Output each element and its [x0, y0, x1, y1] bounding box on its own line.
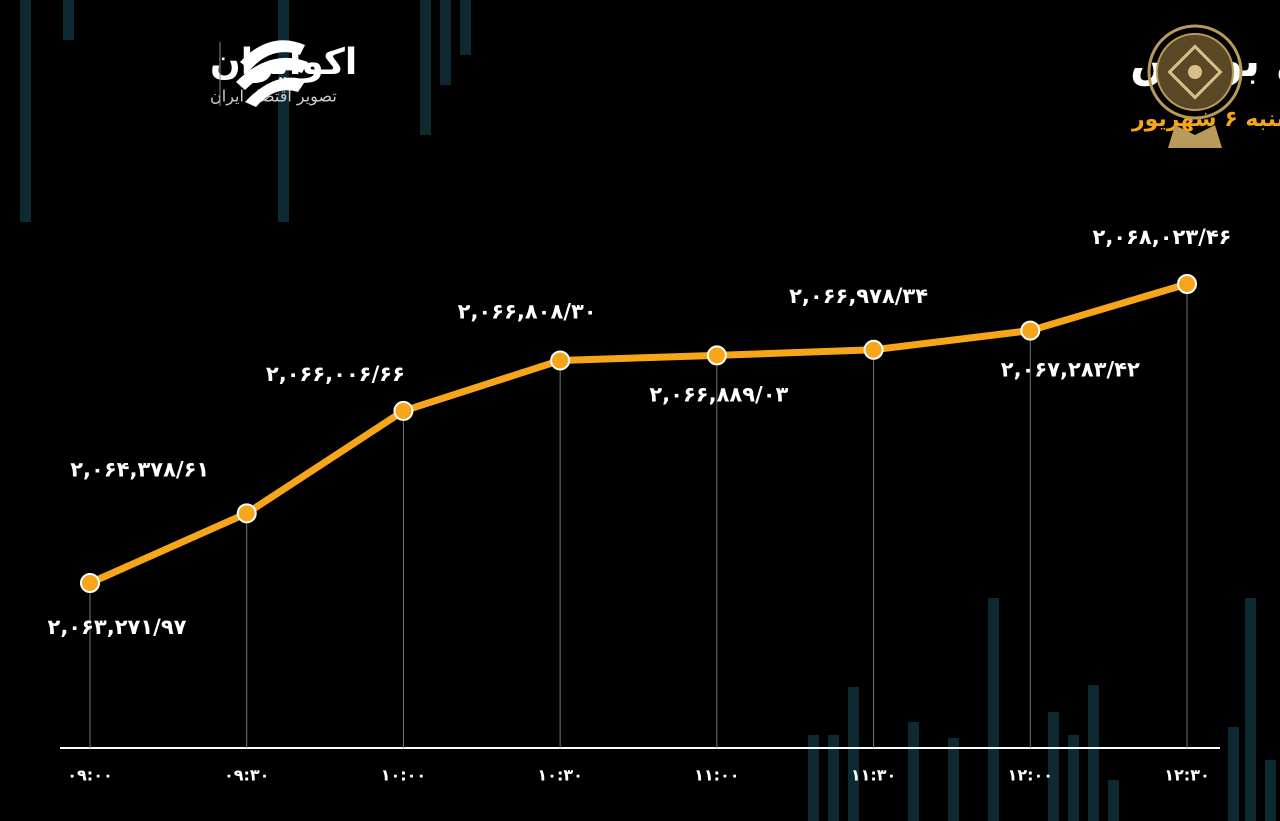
- value-label: ۲,۰۶۶,۸۸۹/۰۳: [649, 382, 788, 406]
- value-label: ۲,۰۶۳,۲۷۱/۹۷: [48, 615, 187, 639]
- point: [1020, 320, 1041, 341]
- value-label: ۲,۰۶۸,۰۲۳/۴۶: [1093, 225, 1232, 249]
- point: [80, 573, 100, 593]
- x-tick-label: ۰۹:۳۰: [224, 766, 269, 785]
- point: [550, 350, 571, 371]
- x-tick-label: ۱۲:۰۰: [1008, 766, 1053, 785]
- x-tick-label: ۰۹:۰۰: [67, 766, 112, 785]
- x-tick-label: ۱۲:۳۰: [1164, 766, 1209, 785]
- point: [236, 503, 257, 524]
- exchange-logo: [1147, 24, 1243, 148]
- point: [393, 400, 414, 421]
- value-label: ۲,۰۶۴,۳۷۸/۶۱: [70, 457, 209, 481]
- x-tick-label: ۱۰:۰۰: [381, 766, 426, 785]
- chart-subtitle: سه شنبه ۶ شهریور: [1131, 107, 1280, 132]
- brand-logo: [236, 40, 308, 107]
- brand-tagline: تصویر اقتصاد ایران: [210, 87, 337, 107]
- value-label: ۲,۰۶۶,۰۰۶/۶۶: [266, 362, 405, 386]
- x-tick-label: ۱۱:۳۰: [851, 766, 896, 785]
- point: [706, 345, 727, 366]
- x-tick-label: ۱۰:۳۰: [537, 766, 582, 785]
- point: [1177, 274, 1197, 294]
- line: [88, 280, 1188, 587]
- value-label: ۲,۰۶۷,۲۸۳/۴۲: [1001, 358, 1140, 382]
- value-label: ۲,۰۶۶,۸۰۸/۳۰: [458, 299, 597, 323]
- point: [863, 339, 884, 360]
- value-label: ۲,۰۶۶,۹۷۸/۳۴: [789, 284, 928, 308]
- x-tick-label: ۱۱:۰۰: [694, 766, 739, 785]
- background-bars: [20, 0, 1276, 821]
